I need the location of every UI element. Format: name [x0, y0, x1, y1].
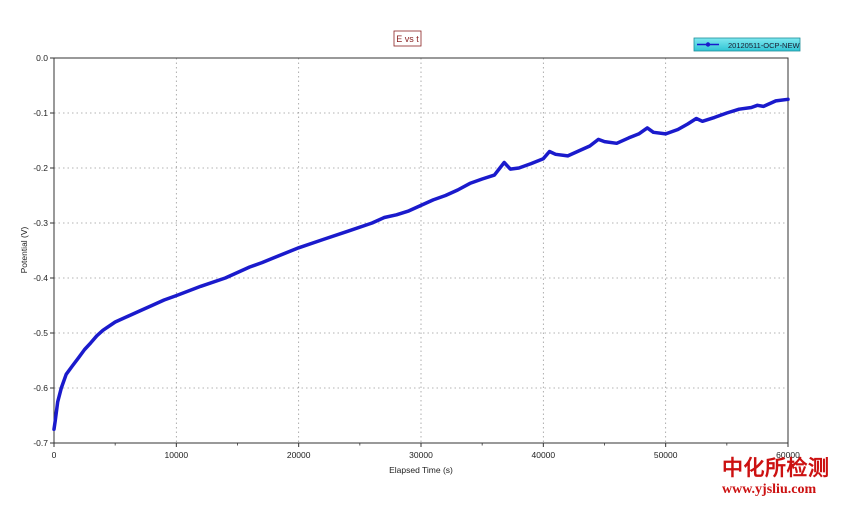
x-tick-label: 50000: [654, 450, 678, 460]
x-axis-label: Elapsed Time (s): [389, 465, 453, 475]
y-tick-label: 0.0: [36, 53, 48, 63]
watermark-brand: 中化所检测: [722, 455, 830, 480]
series-line-20120511-ocp-new: [52, 97, 790, 432]
y-tick-label: -0.6: [33, 383, 48, 393]
chart-title: E vs t: [396, 34, 419, 44]
y-tick-label: -0.1: [33, 108, 48, 118]
x-tick-label: 20000: [287, 450, 311, 460]
plot-area-frame: [53, 57, 789, 444]
legend-marker: [705, 42, 711, 47]
y-axis-label: Potential (V): [19, 226, 29, 273]
y-axis: 0.0 -0.1 -0.2 -0.3 -0.4 -0.5 -0.6 -0.7: [33, 53, 54, 448]
x-tick-label: 0: [52, 450, 57, 460]
legend-series-label: 20120511-OCP-NEW: [728, 41, 800, 50]
chart-title-box: [393, 30, 422, 47]
watermark-url: www.yjsliu.com: [722, 482, 817, 497]
y-tick-label: -0.2: [33, 163, 48, 173]
y-tick-label: -0.5: [33, 328, 48, 338]
legend-box: [693, 37, 801, 52]
x-tick-label: 60000: [776, 450, 800, 460]
y-tick-label: -0.3: [33, 218, 48, 228]
x-axis: 0 10000 20000 30000 40000 50000 60000: [52, 443, 800, 460]
y-tick-label: -0.4: [33, 273, 48, 283]
x-tick-label: 10000: [165, 450, 189, 460]
x-tick-label: 30000: [409, 450, 433, 460]
y-tick-label: -0.7: [33, 438, 48, 448]
grid-lines: [54, 58, 788, 443]
legend: 20120511-OCP-NEW: [693, 37, 801, 52]
x-tick-label: 40000: [532, 450, 556, 460]
